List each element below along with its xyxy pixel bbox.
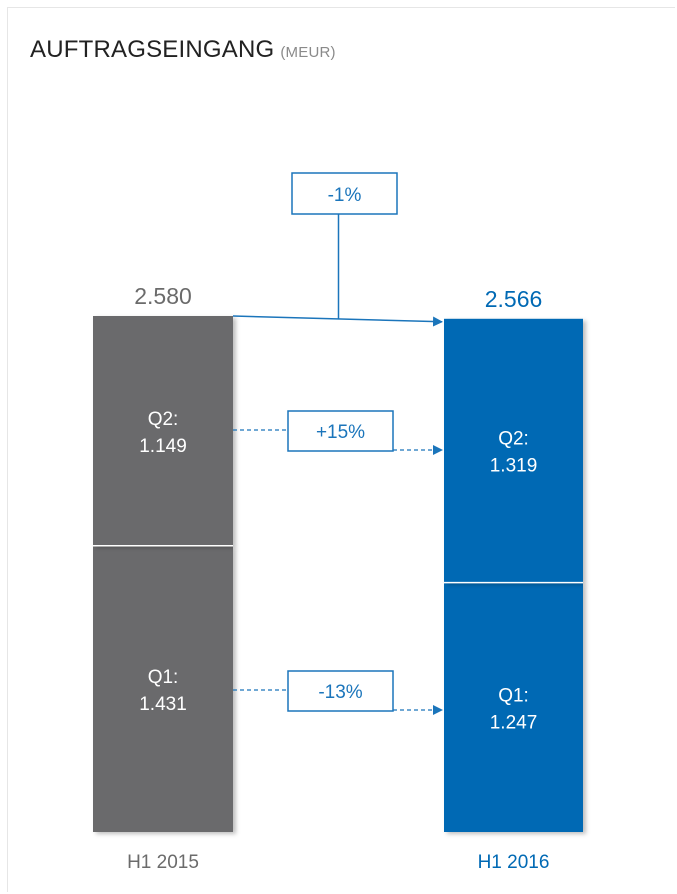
chart-unit: (MEUR) (280, 44, 336, 61)
bar-q1-2016 (444, 582, 583, 832)
total-change-arrow (232, 315, 443, 327)
total-change-label: -1% (328, 185, 362, 206)
label-q2-value-2015: 1.149 (139, 436, 187, 457)
label-q2-value-2016: 1.319 (490, 456, 538, 477)
total-change-box (291, 172, 398, 215)
label-q2-name-2015: Q2: (148, 409, 179, 430)
change-label-q1: -13% (318, 682, 362, 703)
category-label-2015: H1 2015 (127, 852, 199, 873)
change-box-q2 (287, 410, 394, 452)
bar-q2-2015 (93, 316, 233, 546)
bar-q1-2015 (93, 545, 233, 832)
chart-title: AUFTRAGSEINGANG (MEUR) (30, 36, 336, 64)
total-label-2015: 2.580 (134, 283, 192, 309)
label-q1-name-2015: Q1: (148, 667, 179, 688)
label-q1-name-2016: Q1: (498, 685, 529, 706)
total-label-2016: 2.566 (485, 286, 543, 312)
change-label-q2: +15% (316, 422, 365, 443)
label-q1-value-2016: 1.247 (490, 712, 538, 733)
label-q1-value-2015: 1.431 (139, 694, 187, 715)
label-q2-name-2016: Q2: (498, 429, 529, 450)
category-label-2016: H1 2016 (478, 852, 550, 873)
bar-q2-2016 (444, 318, 583, 583)
change-box-q1 (287, 670, 394, 712)
chart-title-text: AUFTRAGSEINGANG (30, 36, 275, 63)
